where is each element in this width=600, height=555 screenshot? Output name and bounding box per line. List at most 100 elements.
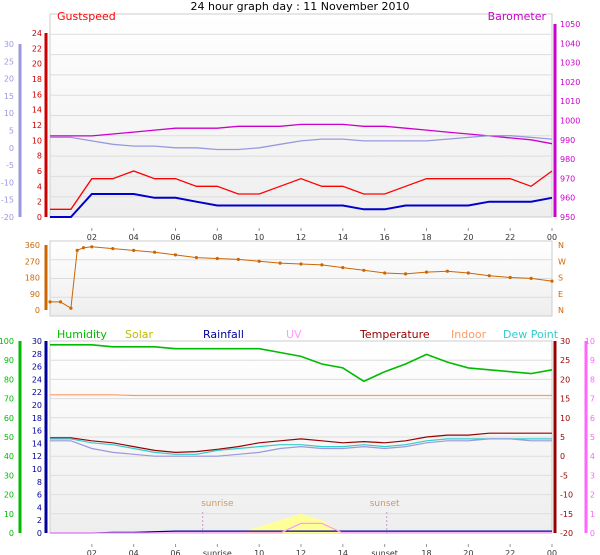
axis-tick-label: 20 (4, 491, 14, 500)
axis-tick-label: 18 (32, 414, 42, 423)
axis-tick-label: 950 (560, 213, 575, 222)
axis-tick-label: 980 (560, 155, 575, 164)
barometer-series (50, 123, 553, 145)
axis-tick-label: 60 (4, 414, 14, 423)
axis-tick-label: 7 (590, 395, 595, 404)
sunset-label: sunset (370, 499, 400, 509)
x-tick-label: 22 (505, 233, 515, 242)
x-tick-label: 02 (87, 233, 97, 242)
axis-tick-label: 3 (590, 471, 595, 480)
dewpoint-series (50, 438, 552, 455)
x-tick-label: 06 (170, 233, 180, 242)
legend-gustspeed: Gustspeed (57, 10, 116, 23)
axis-tick-label: 960 (560, 194, 575, 203)
axis-tick-label: 10 (4, 510, 14, 519)
sunrise-label: sunrise (201, 499, 234, 509)
x-tick-label: 10 (254, 233, 264, 242)
axis-tick-label: 14 (32, 106, 42, 115)
axis-tick-label: 90 (4, 356, 14, 365)
axis-tick-label: 5 (560, 433, 565, 442)
axis-tick-label: 0 (9, 529, 14, 538)
axis-tick-label: 15 (4, 92, 14, 101)
x-tick-label: 20 (463, 233, 473, 242)
x-tick-label: 00 (547, 233, 557, 242)
axis-tick-label: 10 (32, 465, 42, 474)
temperature-series (50, 432, 552, 454)
axis-tick-label: S (558, 274, 563, 283)
axis-tick-label: 0 (35, 306, 40, 315)
legend-dew-point: Dew Point (503, 328, 559, 341)
axis-tick-label: 10 (4, 109, 14, 118)
x-tick-label: 16 (380, 233, 390, 242)
axis-tick-label: 24 (32, 375, 42, 384)
axis-tick-label: 22 (32, 388, 42, 397)
axis-tick-label: 22 (32, 44, 42, 53)
x-tick-label: 22 (505, 549, 515, 555)
axis-tick-label: 12 (32, 121, 42, 130)
axis-tick-label: 4 (37, 503, 42, 512)
axis-tick-label: 1010 (560, 97, 580, 106)
axis-tick-label: 1020 (560, 78, 580, 87)
axis-tick-label: 12 (32, 452, 42, 461)
axis-tick-label: 990 (560, 136, 575, 145)
legend-solar: Solar (125, 328, 154, 341)
axis-tick-label: 1 (590, 510, 595, 519)
legend-rainfall: Rainfall (203, 328, 244, 341)
axis-tick-label: 1030 (560, 59, 580, 68)
axis-tick-label: 30 (32, 337, 42, 346)
x-tick-label: 04 (129, 549, 139, 555)
x-tick-label: 08 (212, 233, 222, 242)
axis-tick-label: 24 (32, 29, 42, 38)
axis-tick-label: 10 (560, 414, 570, 423)
axis-tick-label: 15 (560, 395, 570, 404)
legend-uv: UV (286, 328, 302, 341)
direction-series (50, 246, 553, 310)
axis-tick-label: 6 (590, 414, 595, 423)
axis-tick-label: 2 (37, 516, 42, 525)
axis-tick-label: -5 (560, 471, 568, 480)
axis-tick-label: 20 (560, 375, 570, 384)
axis-tick-label: 30 (4, 40, 14, 49)
axis-tick-label: 4 (37, 182, 42, 191)
x-tick-label: 12 (296, 233, 306, 242)
axis-tick-label: 0 (9, 144, 14, 153)
axis-tick-label: 30 (560, 337, 570, 346)
axis-tick-label: 70 (4, 395, 14, 404)
axis-tick-label: 0 (37, 529, 42, 538)
axis-tick-label: 360 (25, 241, 40, 250)
axis-tick-label: 50 (4, 433, 14, 442)
axis-tick-label: 20 (4, 75, 14, 84)
axis-tick-label: 100 (0, 337, 14, 346)
axis-tick-label: 970 (560, 174, 575, 183)
axis-tick-label: 9 (590, 356, 595, 365)
x-tick-label: 20 (463, 549, 473, 555)
wind-series (50, 193, 553, 218)
axis-tick-label: 28 (32, 350, 42, 359)
axis-tick-label: N (558, 241, 564, 250)
axis-tick-label: 6 (37, 491, 42, 500)
axis-tick-label: 20 (32, 60, 42, 69)
axis-tick-label: 16 (32, 90, 42, 99)
axis-tick-label: 2 (590, 491, 595, 500)
legend-barometer: Barometer (488, 10, 547, 23)
axis-tick-label: W (558, 257, 566, 266)
axis-tick-label: 0 (560, 452, 565, 461)
uv-series (50, 522, 552, 534)
axis-tick-label: 16 (32, 427, 42, 436)
x-tick-label: 14 (338, 549, 348, 555)
gust-series (50, 170, 553, 210)
axis-tick-label: 80 (4, 375, 14, 384)
axis-tick-label: 18 (32, 75, 42, 84)
humidity-series (50, 343, 553, 383)
axis-tick-label: -5 (6, 161, 14, 170)
axis-tick-label: 14 (32, 439, 42, 448)
axis-tick-label: 10 (32, 136, 42, 145)
legend-humidity: Humidity (57, 328, 107, 341)
axis-tick-label: 8 (37, 152, 42, 161)
x-tick-label: 06 (170, 549, 180, 555)
axis-tick-label: -20 (560, 529, 573, 538)
axis-tick-label: -10 (560, 491, 573, 500)
axis-tick-label: 26 (32, 363, 42, 372)
x-tick-label: 12 (296, 549, 306, 555)
